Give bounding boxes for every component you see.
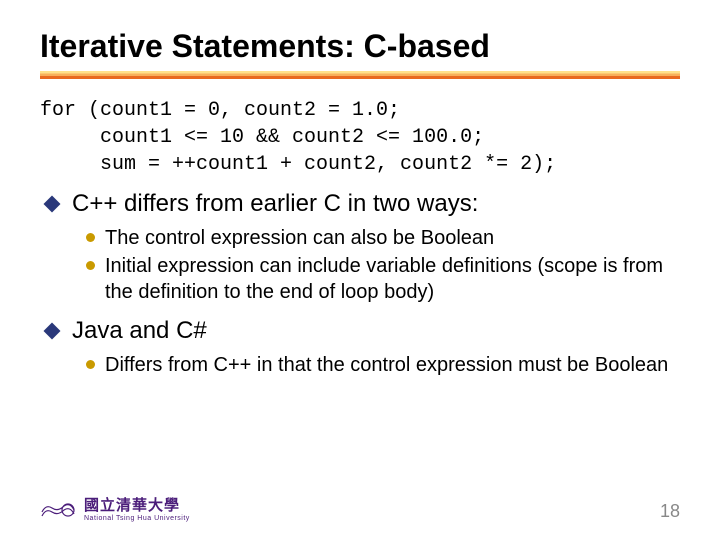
page-number: 18 xyxy=(660,501,680,522)
sub-item: Differs from C++ in that the control exp… xyxy=(86,352,680,378)
sub-item: Initial expression can include variable … xyxy=(86,253,680,305)
sub-list: The control expression can also be Boole… xyxy=(86,225,680,305)
code-block: for (count1 = 0, count2 = 1.0; count1 <=… xyxy=(40,97,680,178)
bullet-text: Java and C# xyxy=(72,315,207,346)
dot-icon xyxy=(86,261,95,270)
dot-icon xyxy=(86,360,95,369)
title-underline xyxy=(40,71,680,79)
sub-list: Differs from C++ in that the control exp… xyxy=(86,352,680,378)
sub-item: The control expression can also be Boole… xyxy=(86,225,680,251)
content-area: C++ differs from earlier C in two ways: … xyxy=(40,188,680,378)
university-name-block: 國立清華大學 National Tsing Hua University xyxy=(84,498,190,522)
university-seal-icon xyxy=(40,498,76,522)
sub-text: Differs from C++ in that the control exp… xyxy=(105,352,668,378)
bullet-item: C++ differs from earlier C in two ways: xyxy=(40,188,680,219)
diamond-icon xyxy=(44,196,61,213)
code-line-2: count1 <= 10 && count2 <= 100.0; xyxy=(40,126,484,149)
bullet-text: C++ differs from earlier C in two ways: xyxy=(72,188,478,219)
university-name-cn: 國立清華大學 xyxy=(84,498,190,513)
diamond-icon xyxy=(44,323,61,340)
dot-icon xyxy=(86,233,95,242)
bullet-item: Java and C# xyxy=(40,315,680,346)
sub-text: Initial expression can include variable … xyxy=(105,253,680,305)
university-name-en: National Tsing Hua University xyxy=(84,515,190,522)
code-line-3: sum = ++count1 + count2, count2 *= 2); xyxy=(40,153,556,176)
university-logo: 國立清華大學 National Tsing Hua University xyxy=(40,498,190,522)
slide-title: Iterative Statements: C-based xyxy=(0,0,720,65)
footer: 國立清華大學 National Tsing Hua University xyxy=(40,498,190,522)
code-line-1: for (count1 = 0, count2 = 1.0; xyxy=(40,99,400,122)
sub-text: The control expression can also be Boole… xyxy=(105,225,494,251)
